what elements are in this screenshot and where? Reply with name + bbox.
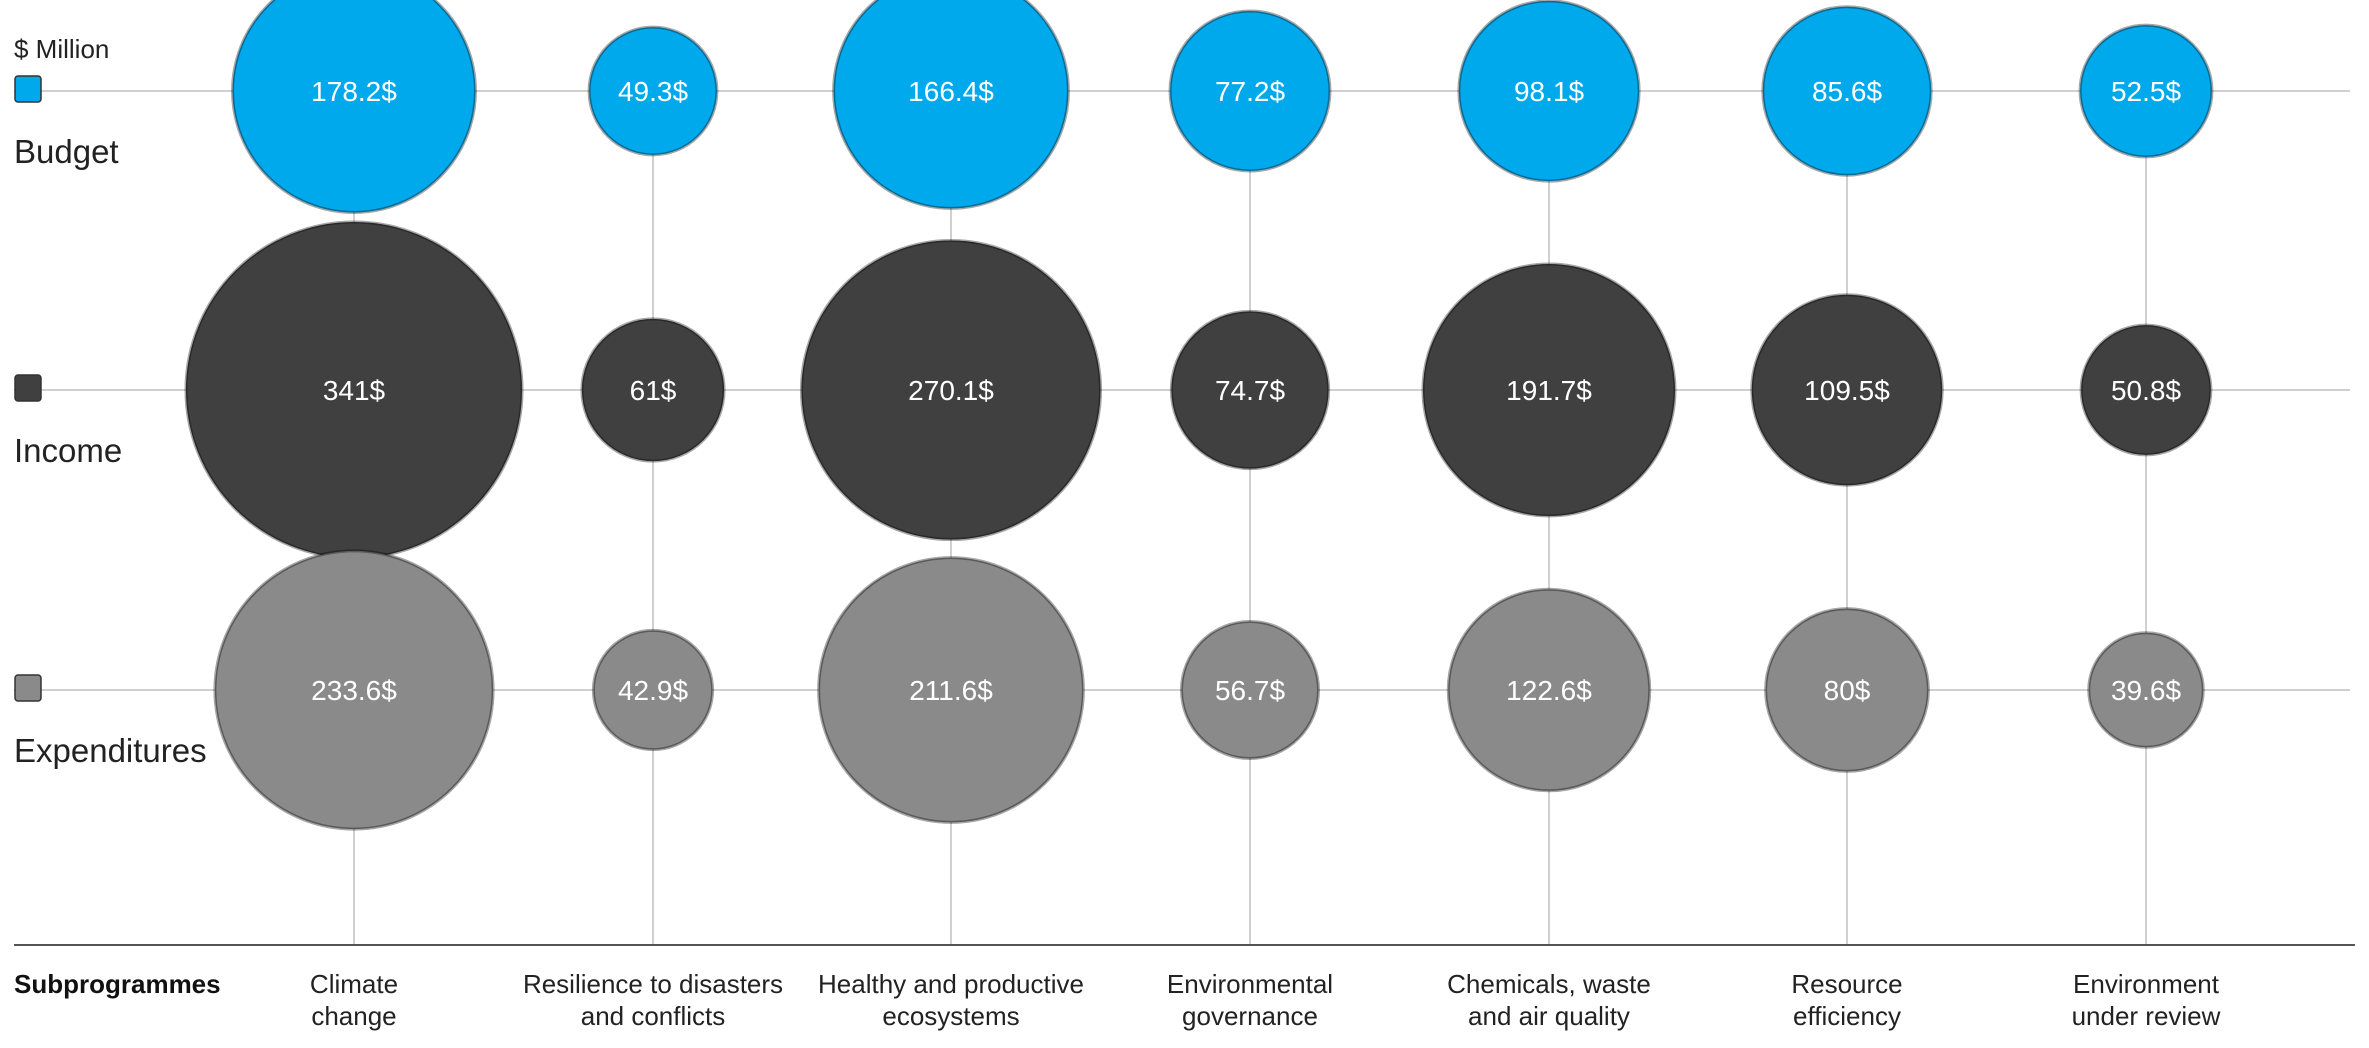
bubble-budget-3	[832, 0, 1070, 210]
x-tick-label-line: efficiency	[1793, 1001, 1901, 1031]
value-label-income-2: 61$	[630, 375, 677, 406]
legend: Budget Income Expenditures	[14, 75, 207, 769]
x-tick-label-2: Resilience to disasters and conflicts	[523, 969, 783, 1031]
value-label-budget-2: 49.3$	[618, 76, 688, 107]
bubble-income-7	[2079, 323, 2213, 457]
bubble-budget-4	[1168, 9, 1332, 173]
value-label-budget-4: 77.2$	[1215, 76, 1285, 107]
legend-label-budget: Budget	[14, 133, 119, 170]
value-label-income-5: 191.7$	[1506, 375, 1592, 406]
bubbles: 178.2$ 49.3$ 166.4$ 77.2$ 98.1$ 85.6$ 52.5$ 341…	[184, 0, 2214, 831]
value-label-expenditures-7: 39.6$	[2111, 675, 2181, 706]
x-tick-label-line: and air quality	[1468, 1001, 1630, 1031]
unit-label: $ Million	[14, 34, 109, 64]
value-label-budget-1: 178.2$	[311, 76, 397, 107]
bubble-expenditures-3	[817, 556, 1085, 824]
bubble-expenditures-5	[1446, 587, 1652, 793]
value-label-budget-5: 98.1$	[1514, 76, 1584, 107]
x-tick-label-line: governance	[1182, 1001, 1318, 1031]
x-tick-label-line: under review	[2072, 1001, 2221, 1031]
value-label-expenditures-1: 233.6$	[311, 675, 397, 706]
x-tick-label-line: Resilience to disasters	[523, 969, 783, 999]
x-tick-label-line: Chemicals, waste	[1447, 969, 1651, 999]
x-tick-label-line: Environmental	[1167, 969, 1333, 999]
value-label-income-3: 270.1$	[908, 375, 994, 406]
x-tick-label-4: Environmental governance	[1167, 969, 1333, 1031]
bubble-income-6	[1750, 293, 1944, 487]
x-tick-label-line: ecosystems	[882, 1001, 1019, 1031]
value-label-budget-3: 166.4$	[908, 76, 994, 107]
value-label-income-1: 341$	[323, 375, 386, 406]
value-label-income-4: 74.7$	[1215, 375, 1285, 406]
value-label-expenditures-4: 56.7$	[1215, 675, 1285, 706]
x-tick-label-line: Environment	[2073, 969, 2220, 999]
bubble-budget-7	[2078, 23, 2214, 159]
value-label-income-6: 109.5$	[1804, 375, 1890, 406]
legend-label-income: Income	[14, 432, 122, 469]
bubble-budget-1	[231, 0, 477, 214]
bubble-income-5	[1421, 262, 1677, 518]
bubble-budget-5	[1457, 0, 1641, 183]
bubble-expenditures-4	[1179, 619, 1321, 761]
x-tick-label-7: Environment under review	[2072, 969, 2221, 1031]
x-tick-label-line: and conflicts	[581, 1001, 726, 1031]
legend-swatch-income	[14, 374, 42, 402]
x-tick-label-1: Climate change	[310, 969, 398, 1031]
value-label-income-7: 50.8$	[2111, 375, 2181, 406]
bubble-expenditures-2	[591, 628, 715, 752]
value-label-expenditures-3: 211.6$	[909, 675, 993, 706]
bubble-income-3	[799, 238, 1103, 542]
value-label-budget-7: 52.5$	[2111, 76, 2181, 107]
x-tick-label-6: Resource efficiency	[1791, 969, 1902, 1031]
x-axis-title: Subprogrammes	[14, 969, 221, 999]
bubble-income-4	[1169, 309, 1331, 471]
bubble-expenditures-7	[2087, 631, 2205, 749]
legend-swatch-expenditures	[14, 674, 42, 702]
value-label-budget-6: 85.6$	[1812, 76, 1882, 107]
value-label-expenditures-2: 42.9$	[618, 675, 688, 706]
bubble-expenditures-1	[213, 549, 495, 831]
legend-label-expenditures: Expenditures	[14, 732, 207, 769]
x-tick-label-line: change	[311, 1001, 396, 1031]
bubble-budget-6	[1761, 5, 1933, 177]
value-label-expenditures-5: 122.6$	[1506, 675, 1592, 706]
bubble-income-2	[580, 317, 726, 463]
x-tick-label-5: Chemicals, waste and air quality	[1447, 969, 1651, 1031]
x-tick-label-line: Healthy and productive	[818, 969, 1084, 999]
bubble-budget-2	[587, 25, 719, 157]
x-tick-label-line: Climate	[310, 969, 398, 999]
bubble-expenditures-6	[1764, 607, 1930, 773]
x-tick-label-3: Healthy and productive ecosystems	[818, 969, 1084, 1031]
value-label-expenditures-6: 80$	[1824, 675, 1871, 706]
legend-swatch-budget	[14, 75, 42, 103]
x-tick-label-line: Resource	[1791, 969, 1902, 999]
